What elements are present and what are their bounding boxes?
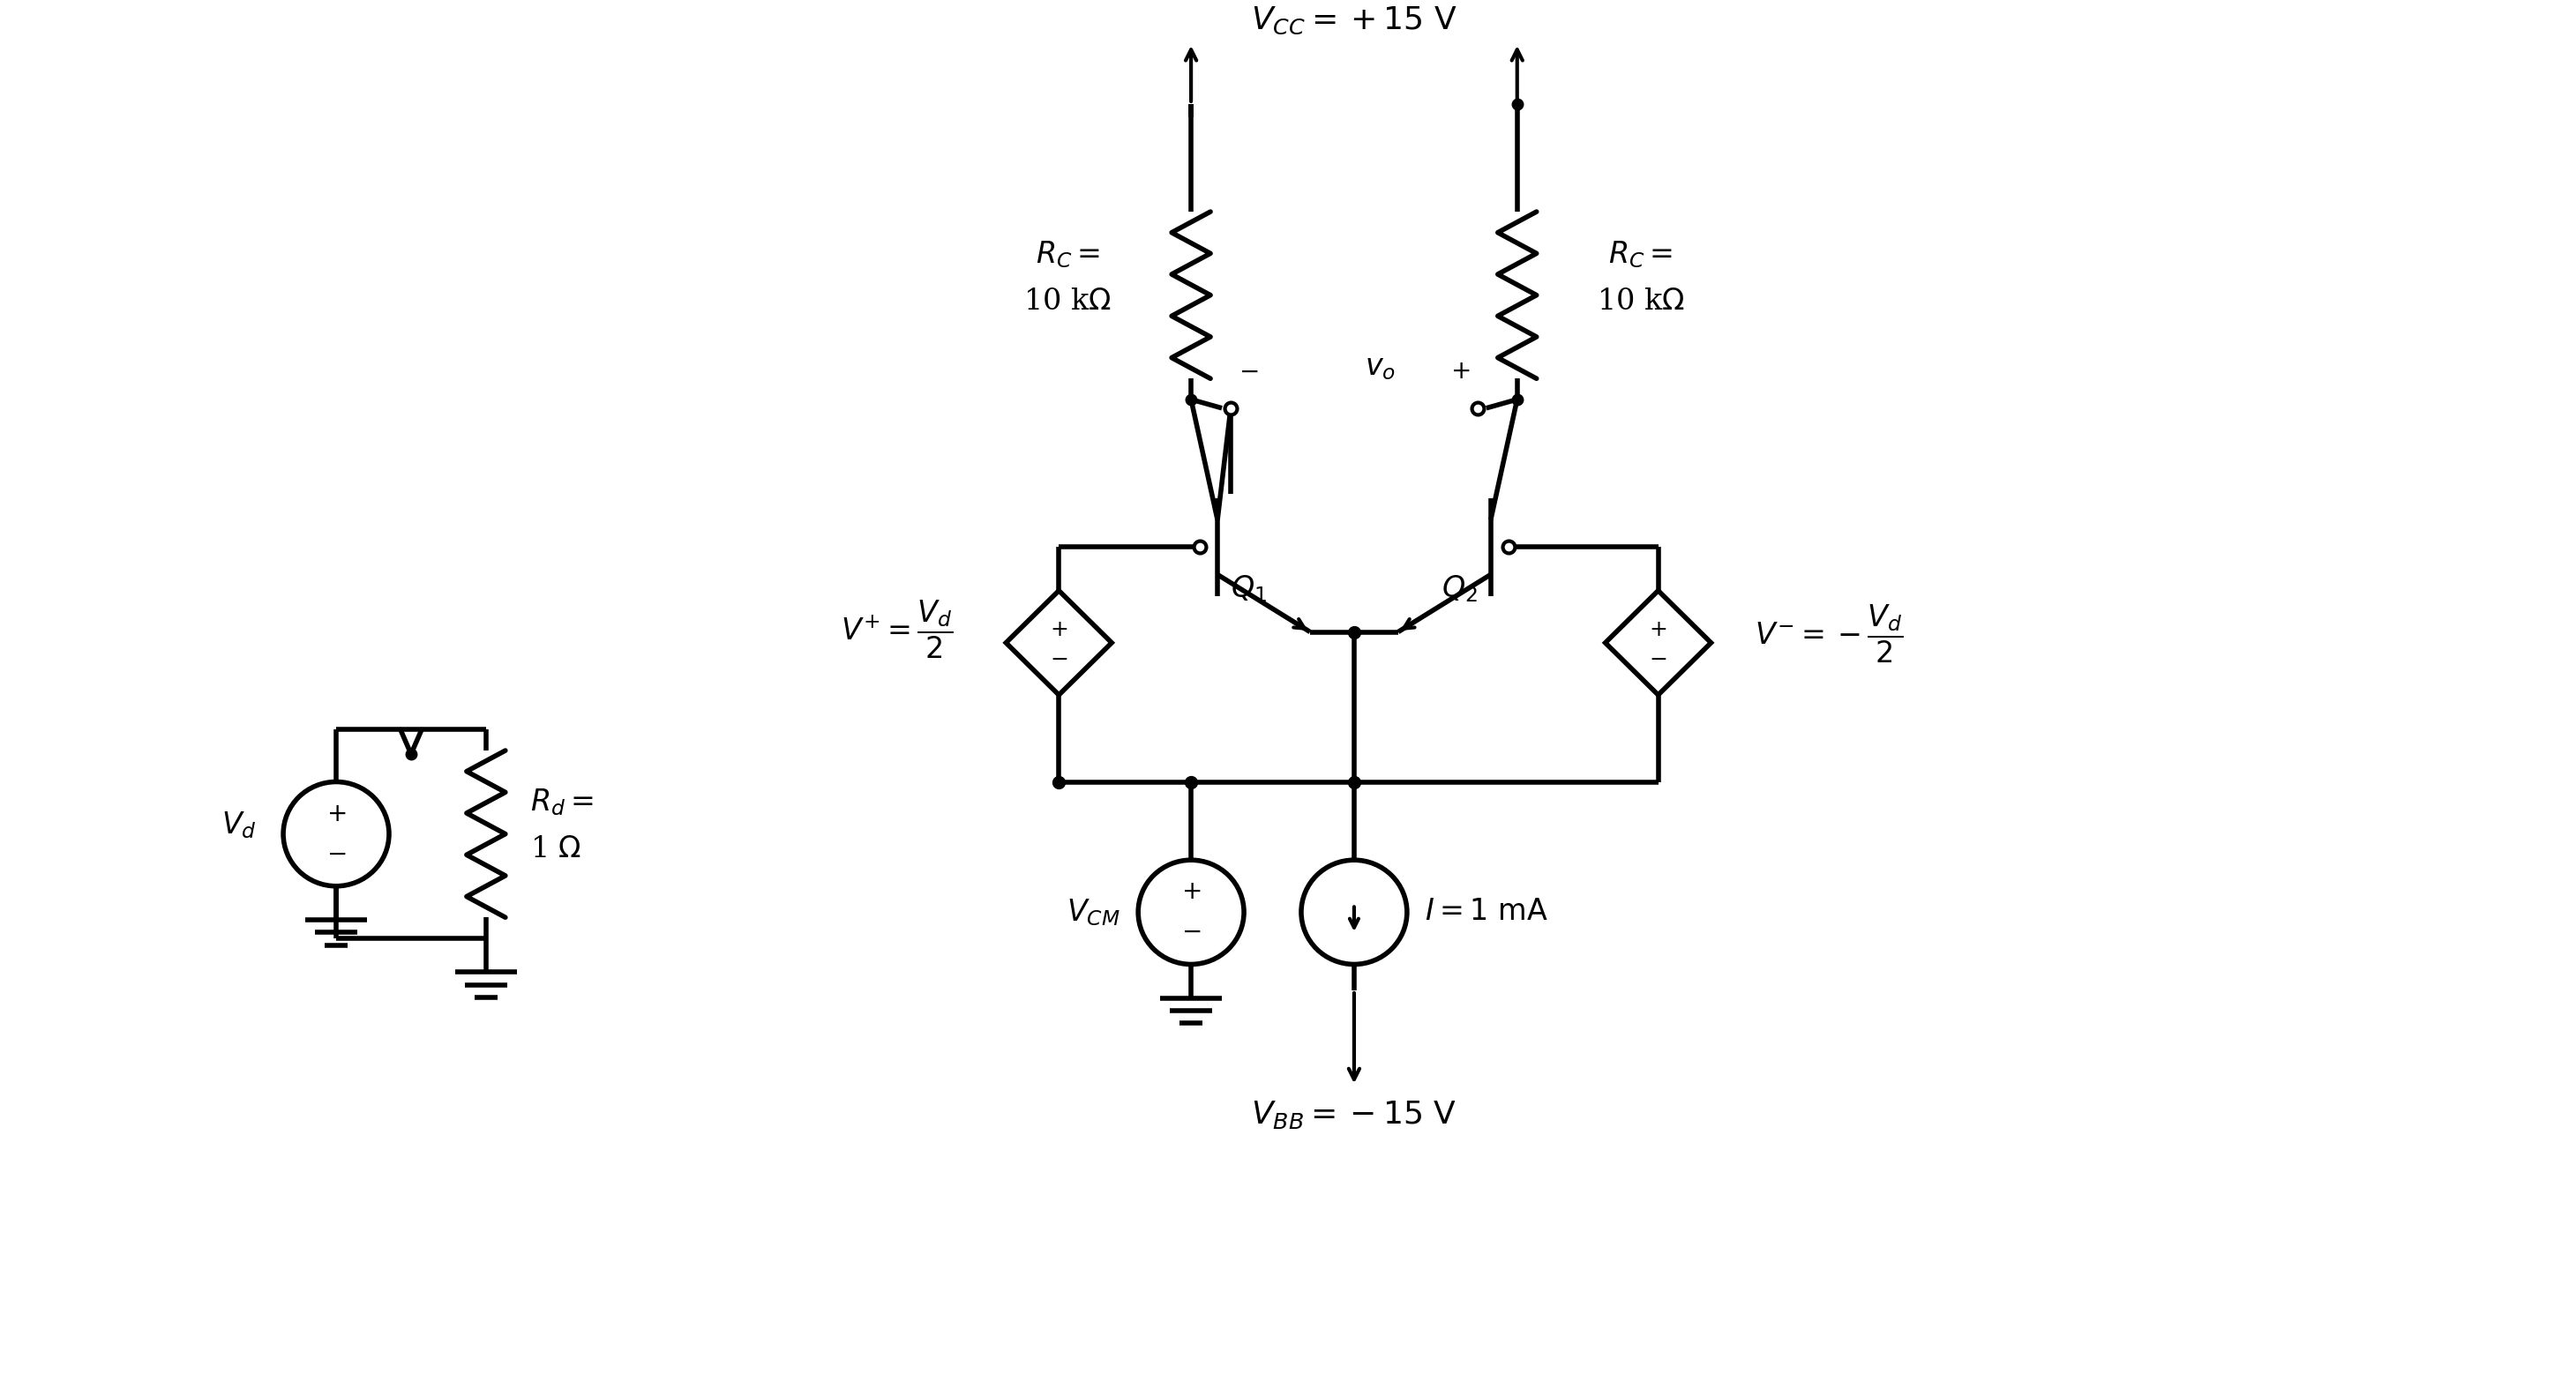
Text: $-$: $-$ xyxy=(1051,650,1069,669)
Text: $V^{-} = -\dfrac{V_d}{2}$: $V^{-} = -\dfrac{V_d}{2}$ xyxy=(1754,603,1904,665)
Text: $Q_1$: $Q_1$ xyxy=(1231,573,1267,603)
Text: $+$: $+$ xyxy=(1450,359,1471,383)
Text: $V_{CM}$: $V_{CM}$ xyxy=(1066,897,1121,927)
Text: $+$: $+$ xyxy=(1182,881,1200,904)
Text: $R_C =$
10 k$\Omega$: $R_C =$ 10 k$\Omega$ xyxy=(1023,239,1113,316)
Text: $R_C =$
10 k$\Omega$: $R_C =$ 10 k$\Omega$ xyxy=(1597,239,1685,316)
Text: $Q_2$: $Q_2$ xyxy=(1443,573,1479,603)
Text: $V_d$: $V_d$ xyxy=(222,809,258,841)
Text: $+$: $+$ xyxy=(1051,620,1069,640)
Text: $I = 1\ \mathrm{mA}$: $I = 1\ \mathrm{mA}$ xyxy=(1425,899,1548,926)
Text: $V_{CC} = +15\ \mathrm{V}$: $V_{CC} = +15\ \mathrm{V}$ xyxy=(1252,5,1458,36)
Text: $+$: $+$ xyxy=(1649,620,1667,640)
Text: $V^{+} = \dfrac{V_d}{2}$: $V^{+} = \dfrac{V_d}{2}$ xyxy=(840,599,953,661)
Text: $+$: $+$ xyxy=(327,802,345,826)
Text: $-$: $-$ xyxy=(1182,921,1200,944)
Text: $-$: $-$ xyxy=(1239,359,1257,383)
Text: $v_o$: $v_o$ xyxy=(1365,354,1396,382)
Text: $-$: $-$ xyxy=(327,842,345,866)
Text: $V_{BB} = -15\ \mathrm{V}$: $V_{BB} = -15\ \mathrm{V}$ xyxy=(1252,1099,1458,1131)
Text: $R_d =$
1 $\Omega$: $R_d =$ 1 $\Omega$ xyxy=(531,787,592,863)
Text: $-$: $-$ xyxy=(1649,650,1667,669)
